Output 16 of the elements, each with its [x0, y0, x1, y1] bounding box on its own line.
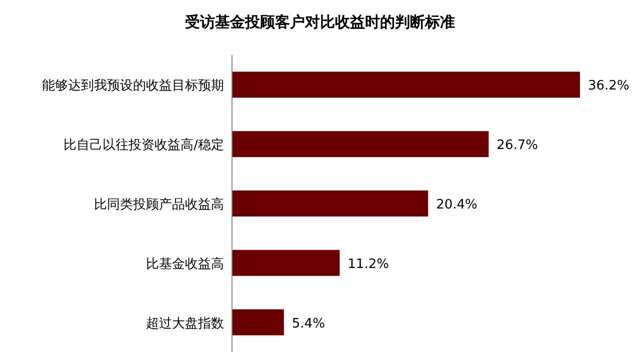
- data-label: 5.4%: [292, 316, 325, 332]
- data-label: 26.7%: [496, 138, 538, 154]
- y-tick-label: 能够达到我预设的收益目标预期: [42, 78, 224, 94]
- y-tick-label: 超过大盘指数: [146, 316, 224, 332]
- y-tick-label: 比基金收益高: [146, 256, 224, 272]
- chart-title: 受访基金投顾客户对比收益时的判断标准: [184, 13, 455, 31]
- bar: [232, 309, 284, 336]
- data-label: 36.2%: [588, 78, 630, 94]
- data-label: 11.2%: [348, 256, 389, 272]
- y-tick-label: 比自己以往投资收益高/稳定: [64, 137, 224, 154]
- y-tick-label: 比同类投顾产品收益高: [94, 196, 224, 212]
- data-label: 20.4%: [436, 198, 478, 212]
- bar: [232, 250, 340, 276]
- bar: [232, 190, 428, 216]
- bar: [232, 131, 489, 158]
- bar: [232, 72, 580, 98]
